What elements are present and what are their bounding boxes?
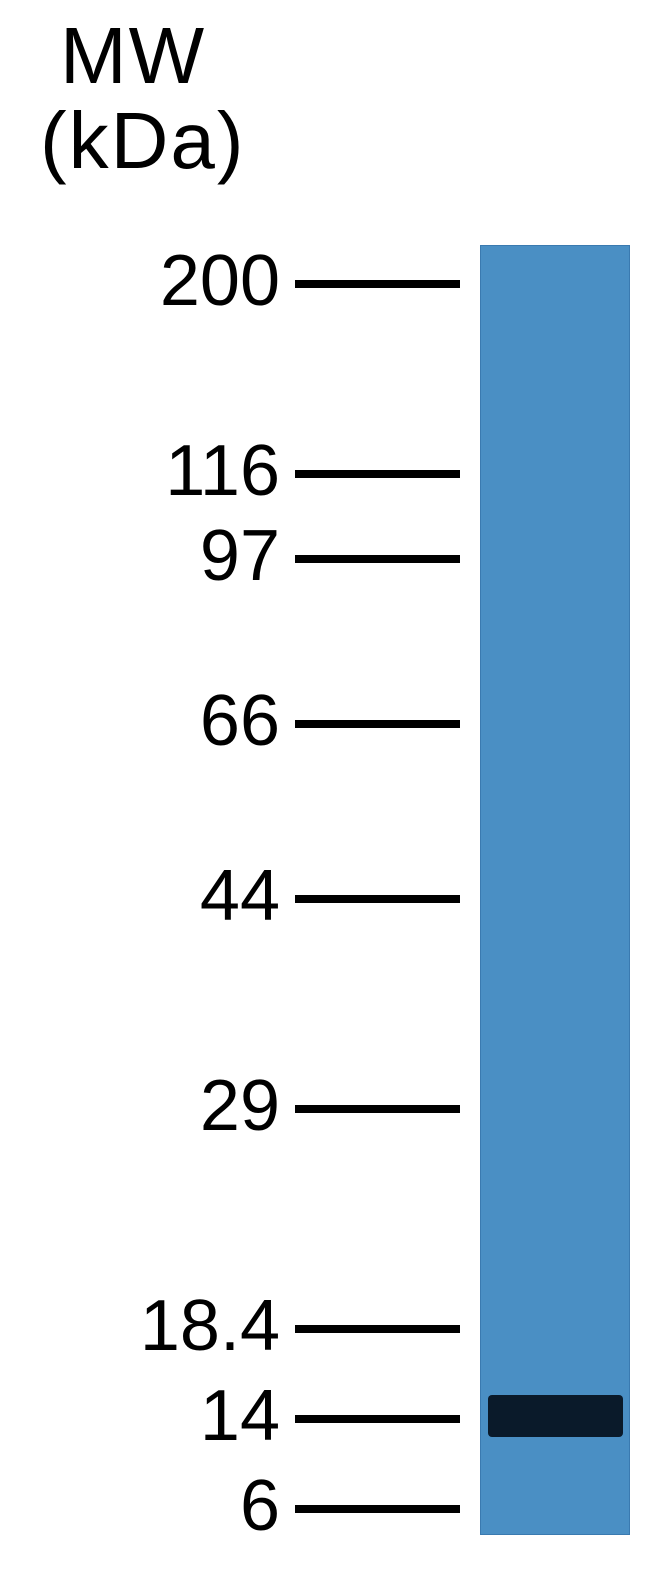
mw-header-line1: MW [60,10,206,102]
mw-header-line2: (kDa) [40,95,246,187]
marker-label-6: 6 [240,1465,280,1547]
marker-label-29: 29 [200,1065,280,1147]
marker-line-6 [295,1505,460,1513]
marker-label-18.4: 18.4 [140,1285,280,1367]
marker-line-44 [295,895,460,903]
marker-line-18.4 [295,1325,460,1333]
marker-label-44: 44 [200,855,280,937]
marker-line-29 [295,1105,460,1113]
marker-line-97 [295,555,460,563]
marker-label-97: 97 [200,515,280,597]
marker-label-116: 116 [165,430,280,512]
marker-label-66: 66 [200,680,280,762]
blot-lane [480,245,630,1535]
marker-label-200: 200 [160,240,280,322]
marker-line-14 [295,1415,460,1423]
marker-line-66 [295,720,460,728]
marker-line-116 [295,470,460,478]
blot-band-0 [488,1395,623,1437]
marker-label-14: 14 [200,1375,280,1457]
marker-line-200 [295,280,460,288]
